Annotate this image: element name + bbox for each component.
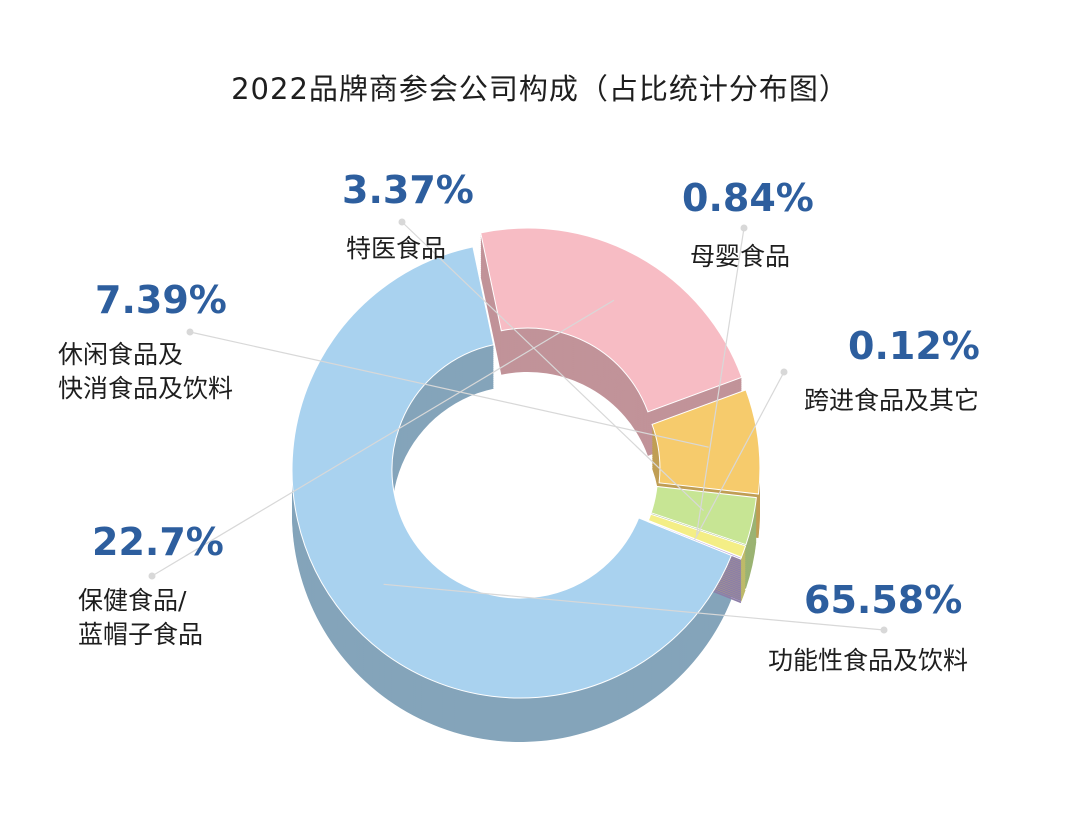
chart-title: 2022品牌商参会公司构成（占比统计分布图） [231,72,849,106]
leader-dot-5 [780,368,788,376]
category-label-3: 特医食品 [346,232,446,266]
value-label-3: 3.37% [342,168,474,212]
category-label-line: 功能性食品及饮料 [768,646,969,675]
slice-5 [647,520,742,560]
value-label-0: 65.58% [804,578,963,622]
leader-dot-4 [740,224,748,232]
category-label-5: 跨进食品及其它 [804,384,979,418]
category-label-line: 母婴食品 [690,242,791,271]
category-label-line: 蓝帽子食品 [78,620,204,649]
category-label-line: 特医食品 [346,234,447,263]
leader-line-0 [383,583,885,631]
value-label-5: 0.12% [848,324,980,368]
leader-line-3 [401,221,704,512]
leader-dot-1 [148,572,156,580]
category-label-line: 保健食品/ [78,586,187,615]
leader-lines [148,218,888,634]
category-label-line: 快消食品及饮料 [58,374,234,403]
leader-line-5 [694,371,785,541]
category-label-2: 休闲食品及快消食品及饮料 [58,338,233,406]
leader-line-2 [189,331,709,448]
leader-dot-0 [880,626,888,634]
value-label-1: 22.7% [92,520,224,564]
leader-dot-3 [398,218,406,226]
category-label-4: 母婴食品 [690,240,790,274]
slice-3 [650,485,757,546]
leader-line-4 [696,227,745,535]
category-label-line: 休闲食品及 [58,340,184,369]
category-label-1: 保健食品/蓝帽子食品 [78,584,203,652]
leader-dot-2 [186,328,194,336]
slice-1 [480,227,743,413]
category-label-line: 跨进食品及其它 [804,386,980,415]
leader-line-1 [151,299,615,577]
value-label-4: 0.84% [682,176,814,220]
category-label-0: 功能性食品及饮料 [768,644,968,678]
slice-0 [291,246,733,699]
donut-top-layer [291,227,761,699]
value-label-2: 7.39% [95,278,227,322]
